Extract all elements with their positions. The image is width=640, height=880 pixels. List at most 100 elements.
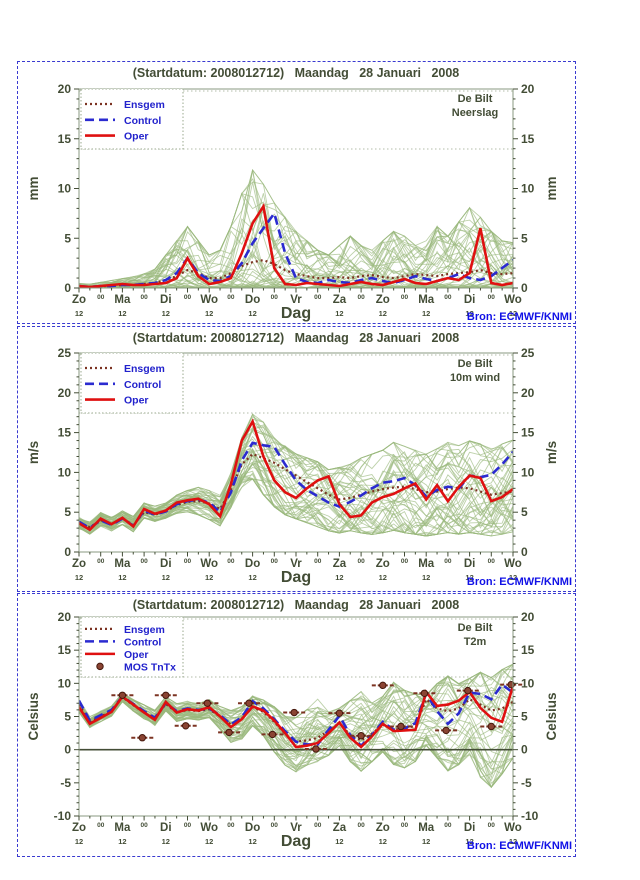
svg-text:12: 12 (205, 573, 213, 582)
panel-wind: 0 0 5 5 10 10 15 15 20 20 25 25 m/s m/s Zo 12 Ma 12 Di 12 Wo… (17, 326, 576, 592)
svg-text:Do: Do (245, 822, 260, 834)
svg-text:00: 00 (97, 822, 105, 829)
svg-text:5: 5 (521, 710, 528, 724)
svg-text:12: 12 (205, 309, 213, 318)
y-axis: -10 -10 -5 -5 0 0 5 5 10 10 15 15 20 20 Celsius Celsius (26, 610, 559, 823)
svg-text:00: 00 (97, 294, 105, 301)
svg-text:0: 0 (521, 281, 528, 295)
svg-text:0: 0 (521, 545, 528, 559)
svg-text:Control: Control (124, 115, 161, 127)
series-oper (79, 418, 513, 532)
svg-text:Vr: Vr (290, 558, 302, 570)
svg-text:Zo: Zo (72, 822, 86, 834)
svg-text:m/s: m/s (26, 441, 41, 464)
svg-text:Vr: Vr (290, 822, 302, 834)
svg-text:Ma: Ma (114, 558, 131, 570)
svg-text:0: 0 (64, 545, 71, 559)
svg-text:00: 00 (227, 822, 235, 829)
panel-title: (Startdatum: 2008012712) Maandag 28 Janu… (132, 66, 460, 80)
svg-text:12: 12 (248, 309, 256, 318)
svg-text:Oper: Oper (124, 395, 149, 407)
svg-text:Di: Di (160, 822, 172, 834)
svg-text:Control: Control (124, 379, 161, 391)
mos-tntx-markers (111, 680, 523, 753)
svg-text:20: 20 (521, 386, 535, 400)
svg-text:12: 12 (422, 573, 430, 582)
panel-neerslag: 0 0 5 5 10 10 15 15 20 20 mm mm Zo 12 Ma 12 Di 12 Wo 12 Do 12… (17, 61, 576, 324)
svg-text:00: 00 (401, 558, 409, 565)
svg-text:12: 12 (75, 573, 83, 582)
svg-text:12: 12 (335, 309, 343, 318)
svg-text:12: 12 (248, 573, 256, 582)
svg-text:00: 00 (97, 558, 105, 565)
svg-text:12: 12 (162, 837, 170, 846)
variable-name: T2m (463, 636, 487, 648)
svg-text:Zo: Zo (376, 294, 390, 306)
svg-text:00: 00 (357, 558, 365, 565)
svg-text:mm: mm (26, 176, 41, 200)
svg-text:00: 00 (357, 294, 365, 301)
svg-text:Di: Di (464, 822, 476, 834)
svg-text:Celsius: Celsius (544, 692, 559, 740)
svg-text:12: 12 (75, 309, 83, 318)
panel-title: (Startdatum: 2008012712) Maandag 28 Janu… (132, 598, 460, 612)
svg-text:Oper: Oper (124, 649, 149, 661)
svg-text:Do: Do (245, 294, 260, 306)
source-credit: Bron: ECMWF/KNMI (466, 311, 572, 323)
legend: Ensgem Control Oper (80, 352, 184, 414)
svg-text:Ensgem: Ensgem (124, 363, 165, 375)
station-label: De Bilt T2m (410, 621, 540, 649)
svg-text:Control: Control (124, 636, 161, 648)
svg-text:12: 12 (379, 837, 387, 846)
variable-name: Neerslag (451, 107, 499, 119)
panel-title: (Startdatum: 2008012712) Maandag 28 Janu… (132, 331, 460, 345)
variable-name: 10m wind (449, 372, 501, 384)
svg-text:20: 20 (58, 386, 72, 400)
svg-text:12: 12 (422, 837, 430, 846)
svg-text:00: 00 (488, 822, 496, 829)
svg-text:mm: mm (544, 176, 559, 200)
svg-text:Ma: Ma (114, 294, 131, 306)
svg-text:Di: Di (160, 294, 172, 306)
svg-text:15: 15 (521, 643, 535, 657)
x-axis: Zo 12 Ma 12 Di 12 Wo 12 Do 12 Vr Za 12 Zo 12 Ma 12 Di 12 Wo… (72, 288, 522, 322)
svg-text:Zo: Zo (376, 558, 390, 570)
svg-text:Oper: Oper (124, 131, 149, 143)
svg-text:Ma: Ma (418, 558, 435, 570)
station-name: De Bilt (457, 93, 493, 105)
svg-text:10: 10 (521, 465, 535, 479)
forecast-series (79, 682, 513, 749)
svg-text:Za: Za (333, 822, 347, 834)
svg-text:Za: Za (333, 294, 347, 306)
svg-text:Za: Za (333, 558, 347, 570)
svg-text:Di: Di (464, 294, 476, 306)
svg-text:Wo: Wo (200, 558, 218, 570)
svg-text:12: 12 (205, 837, 213, 846)
station-name: De Bilt (457, 622, 493, 634)
svg-text:20: 20 (521, 610, 535, 624)
svg-text:20: 20 (521, 82, 535, 96)
svg-text:00: 00 (401, 822, 409, 829)
svg-text:12: 12 (335, 573, 343, 582)
svg-text:12: 12 (509, 837, 517, 846)
svg-text:00: 00 (314, 822, 322, 829)
svg-text:15: 15 (58, 426, 72, 440)
svg-text:-5: -5 (60, 776, 71, 790)
svg-text:0: 0 (64, 281, 71, 295)
station-name: De Bilt (457, 358, 493, 370)
svg-text:10: 10 (58, 182, 72, 196)
svg-text:Di: Di (464, 558, 476, 570)
svg-text:Ensgem: Ensgem (124, 624, 165, 636)
svg-text:Dag: Dag (281, 833, 311, 850)
series-control (79, 682, 513, 748)
svg-text:Ma: Ma (418, 294, 435, 306)
svg-text:Dag: Dag (281, 569, 311, 586)
svg-text:12: 12 (75, 837, 83, 846)
y-axis: 0 0 5 5 10 10 15 15 20 20 mm mm (26, 82, 559, 295)
svg-text:00: 00 (227, 294, 235, 301)
series-oper (79, 685, 513, 749)
svg-text:Dag: Dag (281, 305, 311, 322)
svg-text:12: 12 (422, 309, 430, 318)
svg-text:12: 12 (162, 309, 170, 318)
